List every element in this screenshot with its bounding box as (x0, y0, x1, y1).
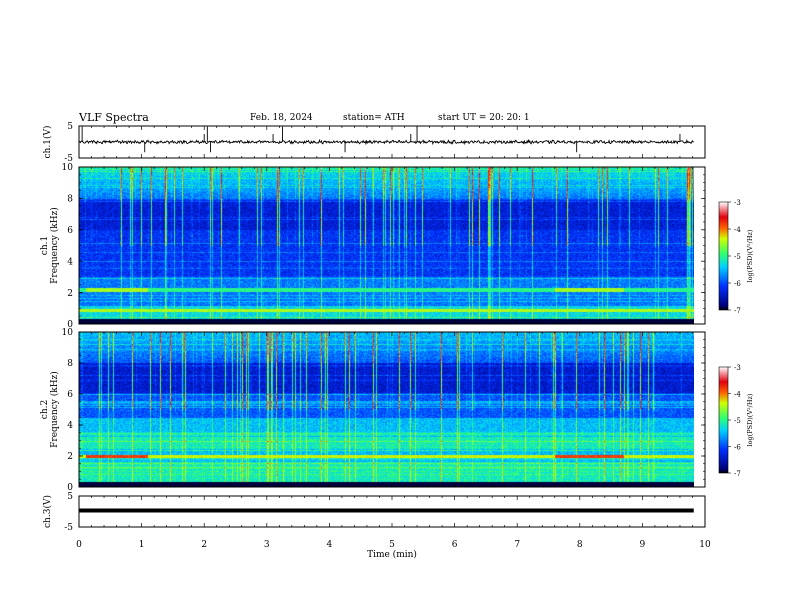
xtick-label: 10 (699, 540, 711, 550)
ch1-spectrogram-colorbar-tick: -6 (734, 280, 741, 288)
station-label: station= ATH (343, 113, 405, 123)
xtick-label: 7 (514, 540, 520, 550)
ch1-spectrogram-ytick-label: 2 (67, 289, 73, 299)
ch2-spectrogram-colorbar-tick: -7 (734, 470, 741, 478)
ch2-spectrogram-colorbar-label: log(PSD)(V²/Hz) (746, 393, 754, 446)
x-axis-label: Time (min) (367, 549, 417, 560)
ch2-spectrogram-ytick-label: 2 (67, 452, 73, 462)
ch1-spectrogram-image (79, 167, 694, 324)
ch2-spectrogram-colorbar (718, 366, 729, 474)
ch2-spectrogram-ytick-label: 10 (62, 328, 74, 338)
ch1-spectrogram-colorbar-tick: -4 (734, 226, 741, 234)
ch3-waveform-ytick-label: 5 (67, 492, 73, 502)
ch1-spectrogram-ylabel: ch.1 (40, 236, 50, 255)
ch2-spectrogram-colorbar-tick: -3 (734, 364, 741, 372)
ch2-spectrogram-ylabel: Frequency (kHz) (49, 371, 60, 448)
ch1-spectrogram-colorbar-tick: -5 (734, 253, 741, 261)
ch1-spectrogram-colorbar (718, 201, 729, 311)
ch2-spectrogram-colorbar-tick: -6 (734, 444, 741, 452)
ch1-spectrogram-ylabel: Frequency (kHz) (49, 207, 60, 284)
date-label: Feb. 18, 2024 (250, 113, 313, 123)
xtick-label: 1 (139, 540, 145, 550)
ch1-spectrogram-ytick-label: 8 (67, 195, 73, 205)
ch1-spectrogram-ytick-label: 6 (67, 226, 73, 236)
start-time-label: start UT = 20: 20: 1 (438, 113, 530, 123)
ch1-waveform-line (78, 138, 694, 146)
ch2-spectrogram-image (79, 332, 694, 487)
ch1-spectrogram-colorbar-tick: -7 (734, 307, 741, 315)
xtick-label: 4 (327, 540, 333, 550)
ch1-spectrogram-ytick-label: 4 (67, 257, 73, 267)
ch2-spectrogram-ytick-label: 4 (67, 421, 73, 431)
ch3-waveform-ylabel: ch.3(V) (42, 495, 53, 528)
ch1-waveform-ytick-label: 5 (67, 122, 73, 132)
ch1-waveform-ytick-label: -5 (64, 154, 73, 164)
ch2-spectrogram-colorbar-tick: -5 (734, 417, 741, 425)
ch2-spectrogram-colorbar-tick: -4 (734, 391, 741, 399)
xtick-label: 9 (640, 540, 646, 550)
chart-title: VLF Spectra (79, 111, 149, 124)
xtick-label: 3 (264, 540, 270, 550)
xtick-label: 0 (76, 540, 82, 550)
xtick-label: 8 (577, 540, 583, 550)
xtick-label: 5 (389, 540, 395, 550)
ch2-spectrogram-ytick-label: 6 (67, 390, 73, 400)
ch1-spectrogram-colorbar-label: log(PSD)(V²/Hz) (746, 229, 754, 282)
ch1-spectrogram-ytick-label: 10 (62, 163, 74, 173)
ch1-spectrogram-ytick-label: 0 (67, 320, 73, 330)
ch2-spectrogram-ytick-label: 8 (67, 359, 73, 369)
xtick-label: 6 (452, 540, 458, 550)
xtick-label: 2 (201, 540, 207, 550)
ch1-waveform-ylabel: ch.1(V) (42, 126, 53, 159)
ch2-spectrogram-ytick-label: 0 (67, 483, 73, 493)
ch2-spectrogram-ylabel: ch.2 (40, 400, 50, 419)
ch3-waveform-ytick-label: -5 (64, 523, 73, 533)
ch1-spectrogram-colorbar-tick: -3 (734, 199, 741, 207)
